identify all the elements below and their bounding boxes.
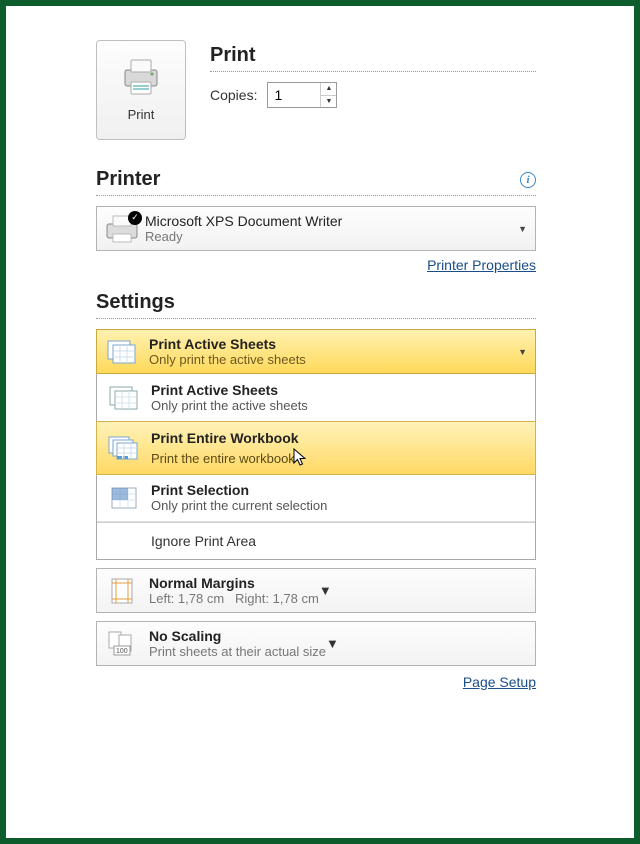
option-print-selection[interactable]: Print Selection Only print the current s… bbox=[97, 474, 535, 522]
margins-title: Normal Margins bbox=[149, 575, 319, 591]
copies-input[interactable] bbox=[268, 83, 320, 107]
frame: Print Print Copies: ▲ ▼ Printer i bbox=[0, 0, 640, 844]
scaling-title: No Scaling bbox=[149, 628, 326, 644]
scaling-dropdown[interactable]: 100 No Scaling Print sheets at their act… bbox=[96, 621, 536, 666]
option-desc: Only print the active sheets bbox=[151, 398, 308, 413]
svg-text:100: 100 bbox=[116, 648, 128, 655]
print-what-options-panel: Print Active Sheets Only print the activ… bbox=[96, 374, 536, 560]
option-print-entire-workbook[interactable]: Print Entire Workbook Print the entire w… bbox=[96, 421, 536, 475]
chevron-down-icon: ▼ bbox=[326, 636, 339, 651]
sheets-icon bbox=[107, 385, 141, 411]
margin-left-value: 1,78 cm bbox=[178, 591, 224, 606]
page-setup-link[interactable]: Page Setup bbox=[463, 674, 536, 690]
copies-label: Copies: bbox=[210, 87, 257, 103]
copies-spinner[interactable]: ▲ ▼ bbox=[267, 82, 337, 108]
option-title: Print Entire Workbook bbox=[151, 430, 309, 446]
printer-dropdown[interactable]: ✓ Microsoft XPS Document Writer Ready ▼ bbox=[96, 206, 536, 251]
margins-icon bbox=[105, 577, 139, 605]
margins-desc: Left: 1,78 cm Right: 1,78 cm bbox=[149, 591, 319, 606]
option-desc: Only print the current selection bbox=[151, 498, 327, 513]
print-what-dropdown[interactable]: Print Active Sheets Only print the activ… bbox=[96, 329, 536, 374]
margin-right-label: Right: bbox=[235, 591, 269, 606]
margins-dropdown[interactable]: Normal Margins Left: 1,78 cm Right: 1,78… bbox=[96, 568, 536, 613]
option-ignore-print-area[interactable]: Ignore Print Area bbox=[97, 522, 535, 559]
scaling-desc: Print sheets at their actual size bbox=[149, 644, 326, 659]
print-button[interactable]: Print bbox=[96, 40, 186, 140]
print-what-title: Print Active Sheets bbox=[149, 336, 306, 352]
check-badge-icon: ✓ bbox=[128, 211, 142, 225]
sheets-icon bbox=[105, 339, 139, 365]
option-desc-text: Print the entire workbook bbox=[151, 451, 295, 466]
print-panel: Print Print Copies: ▲ ▼ Printer i bbox=[96, 40, 536, 690]
print-what-desc: Only print the active sheets bbox=[149, 352, 306, 367]
print-title: Print bbox=[210, 44, 536, 72]
printer-section-title: Printer i bbox=[96, 168, 536, 196]
margin-left-label: Left: bbox=[149, 591, 174, 606]
selection-icon bbox=[107, 485, 141, 511]
copies-down-arrow[interactable]: ▼ bbox=[321, 96, 336, 108]
print-button-label: Print bbox=[128, 107, 155, 122]
workbook-icon bbox=[107, 435, 141, 461]
scaling-icon: 100 bbox=[105, 630, 139, 658]
cursor-icon bbox=[293, 446, 309, 466]
printer-icon bbox=[119, 58, 163, 99]
chevron-down-icon: ▼ bbox=[518, 224, 527, 234]
option-print-active-sheets[interactable]: Print Active Sheets Only print the activ… bbox=[97, 374, 535, 422]
printer-title-text: Printer bbox=[96, 168, 160, 191]
option-title: Print Selection bbox=[151, 482, 327, 498]
option-title: Print Active Sheets bbox=[151, 382, 308, 398]
chevron-down-icon: ▼ bbox=[518, 347, 527, 357]
chevron-down-icon: ▼ bbox=[319, 583, 332, 598]
option-desc: Print the entire workbook bbox=[151, 446, 309, 466]
printer-name: Microsoft XPS Document Writer bbox=[145, 213, 342, 229]
settings-section-title: Settings bbox=[96, 291, 536, 319]
printer-status: Ready bbox=[145, 229, 342, 244]
printer-device-icon: ✓ bbox=[105, 214, 139, 244]
copies-up-arrow[interactable]: ▲ bbox=[321, 83, 336, 96]
margin-right-value: 1,78 cm bbox=[273, 591, 319, 606]
info-icon[interactable]: i bbox=[520, 172, 536, 188]
printer-properties-link[interactable]: Printer Properties bbox=[427, 257, 536, 273]
